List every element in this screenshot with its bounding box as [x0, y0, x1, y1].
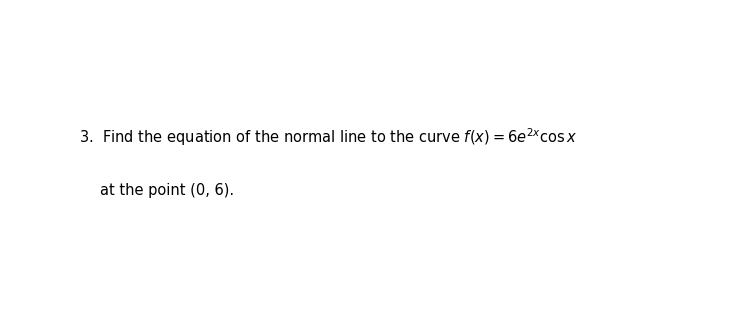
Text: at the point (0, 6).: at the point (0, 6). — [100, 183, 234, 197]
Text: 3.  Find the equation of the normal line to the curve $f(x) = 6e^{2x} \cos x$: 3. Find the equation of the normal line … — [79, 126, 577, 148]
